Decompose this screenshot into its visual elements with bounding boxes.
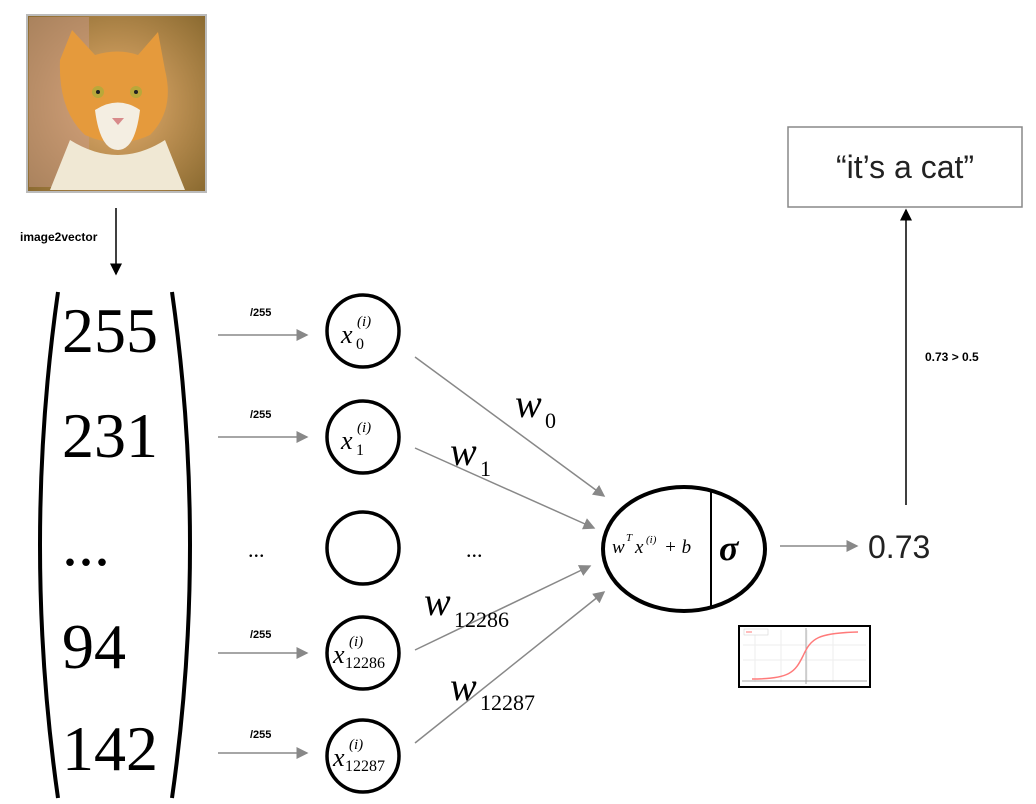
right-parenthesis — [170, 291, 192, 799]
svg-text:12287: 12287 — [480, 690, 535, 715]
svg-text:x: x — [340, 320, 353, 349]
svg-text:1: 1 — [480, 456, 491, 481]
svg-text:0: 0 — [356, 336, 364, 353]
normalize-label: /255 — [250, 729, 271, 741]
vector-value: 94 — [62, 611, 126, 682]
cat-image — [26, 14, 207, 193]
vector-value: 255 — [62, 295, 158, 366]
prediction-text: “it’s a cat” — [836, 149, 974, 185]
prediction-box — [787, 126, 1023, 208]
threshold-label: 0.73 > 0.5 — [925, 350, 979, 364]
input-node-x1: x (i) 1 — [340, 420, 371, 459]
weight-w12287: w 12287 — [450, 664, 535, 715]
sigmoid-symbol: σ — [719, 528, 740, 568]
svg-text:x: x — [340, 426, 353, 455]
input-vector: 255 231 ... 94 142 — [62, 295, 158, 784]
image2vector-label: image2vector — [20, 230, 98, 244]
normalize-label: /255 — [250, 409, 271, 421]
svg-text:w: w — [515, 381, 542, 426]
svg-text:12286: 12286 — [345, 655, 385, 672]
svg-text:(i): (i) — [349, 737, 363, 753]
svg-text:w: w — [612, 537, 625, 558]
ellipsis: ... — [466, 537, 483, 562]
weight-w12286: w 12286 — [424, 579, 509, 632]
svg-text:+ b: + b — [664, 537, 691, 558]
svg-text:x: x — [332, 743, 345, 772]
svg-text:w: w — [450, 664, 477, 709]
svg-text:T: T — [626, 532, 633, 544]
svg-text:(i): (i) — [357, 420, 371, 436]
svg-text:(i): (i) — [646, 534, 657, 546]
svg-text:12287: 12287 — [345, 758, 385, 775]
svg-text:w: w — [424, 579, 451, 624]
svg-text:w: w — [450, 429, 477, 474]
ellipsis: ... — [248, 537, 265, 562]
vector-value: ... — [62, 508, 110, 579]
output-value: 0.73 — [868, 529, 930, 565]
neuron: w T x (i) + b σ — [601, 485, 767, 613]
svg-text:(i): (i) — [357, 314, 371, 330]
linear-term: w T x (i) + b — [612, 532, 691, 558]
input-node-x12287: x (i) 12287 — [332, 737, 385, 775]
weight-edges — [414, 356, 606, 744]
svg-text:x: x — [332, 640, 345, 669]
left-parenthesis — [38, 291, 60, 799]
svg-text:(i): (i) — [349, 634, 363, 650]
input-node-x0: x (i) 0 — [340, 314, 371, 353]
input-node-x12286: x (i) 12286 — [332, 634, 385, 672]
vector-value: 142 — [62, 713, 158, 784]
svg-text:x: x — [634, 537, 644, 558]
normalize-label: /255 — [250, 307, 271, 319]
svg-text:1: 1 — [356, 442, 364, 459]
normalize-label: /255 — [250, 629, 271, 641]
vector-value: 231 — [62, 400, 158, 471]
sigmoid-plot-thumbnail — [738, 625, 871, 688]
normalize-arrows — [218, 329, 309, 759]
input-nodes — [325, 293, 401, 794]
svg-text:12286: 12286 — [454, 607, 509, 632]
svg-text:0: 0 — [545, 408, 556, 433]
